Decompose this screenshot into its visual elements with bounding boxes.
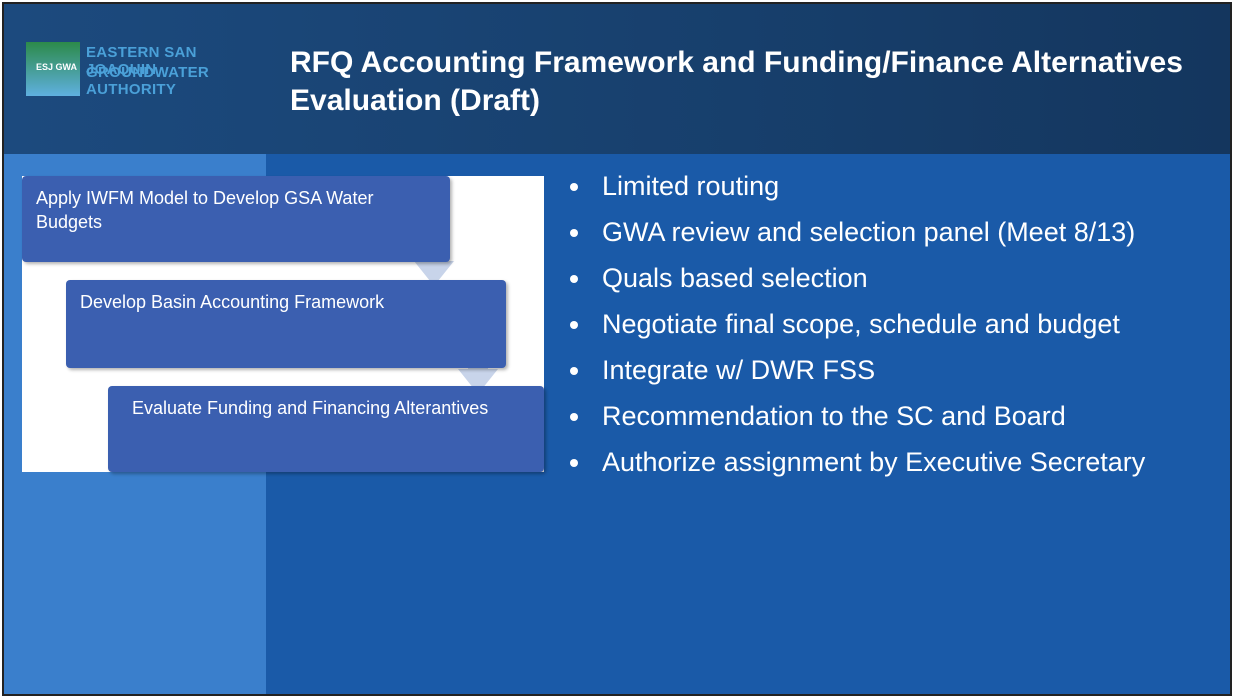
bullet: Integrate w/ DWR FSS — [564, 353, 1204, 388]
bullet: GWA review and selection panel (Meet 8/1… — [564, 215, 1204, 250]
bullet: Recommendation to the SC and Board — [564, 399, 1204, 434]
bullet: Authorize assignment by Executive Secret… — [564, 445, 1204, 480]
logo-mark: ESJ GWA — [26, 42, 80, 96]
header-bar: ESJ GWA EASTERN SAN JOAQUIN GROUNDWATER … — [4, 4, 1230, 154]
logo-badge: ESJ GWA — [36, 62, 78, 72]
slide-title: RFQ Accounting Framework and Funding/Fin… — [290, 46, 1183, 117]
step: Evaluate Funding and Financing Alteranti… — [108, 386, 544, 472]
logo-line: GROUNDWATER AUTHORITY — [86, 64, 210, 98]
bullet: Negotiate final scope, schedule and budg… — [564, 307, 1204, 342]
bullet: Limited routing — [564, 169, 1204, 204]
logo-line: EASTERN SAN JOAQUIN — [86, 44, 197, 78]
bullet-list: Limited routing GWA review and selection … — [564, 169, 1204, 491]
step: Develop Basin Accounting Framework — [66, 280, 506, 368]
process-diagram: Apply IWFM Model to Develop GSA Water Bu… — [22, 176, 544, 472]
logo: ESJ GWA EASTERN SAN JOAQUIN GROUNDWATER … — [26, 38, 266, 102]
bullet: Quals based selection — [564, 261, 1204, 296]
step: Apply IWFM Model to Develop GSA Water Bu… — [22, 176, 450, 262]
